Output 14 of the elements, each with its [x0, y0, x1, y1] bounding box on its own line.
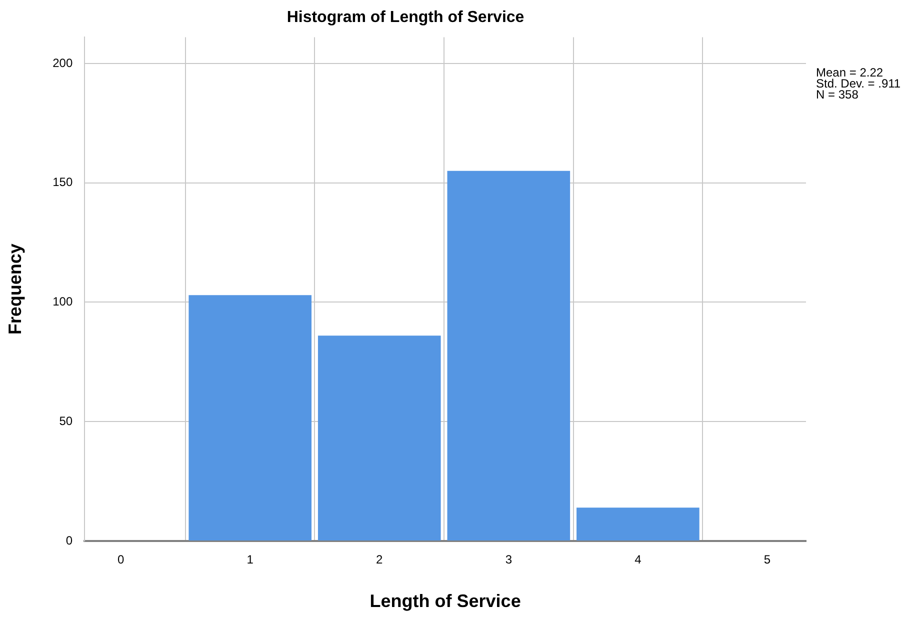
y-tick-label: 100: [52, 294, 73, 309]
y-axis-title: Frequency: [4, 244, 25, 335]
x-tick-label: 5: [764, 552, 771, 567]
y-tick-label: 0: [66, 533, 73, 548]
x-axis-title: Length of Service: [370, 591, 521, 612]
x-tick-label: 4: [634, 552, 642, 567]
x-tick-label: 3: [505, 552, 512, 567]
y-tick-label: 200: [52, 56, 73, 70]
y-tick-label: 50: [59, 414, 73, 428]
x-tick-label: 2: [376, 552, 384, 567]
x-tick-label: 1: [246, 552, 254, 567]
y-tick-label: 150: [52, 175, 73, 190]
x-tick-label: 0: [117, 552, 124, 567]
chart-title: Histogram of Length of Service: [286, 9, 524, 26]
